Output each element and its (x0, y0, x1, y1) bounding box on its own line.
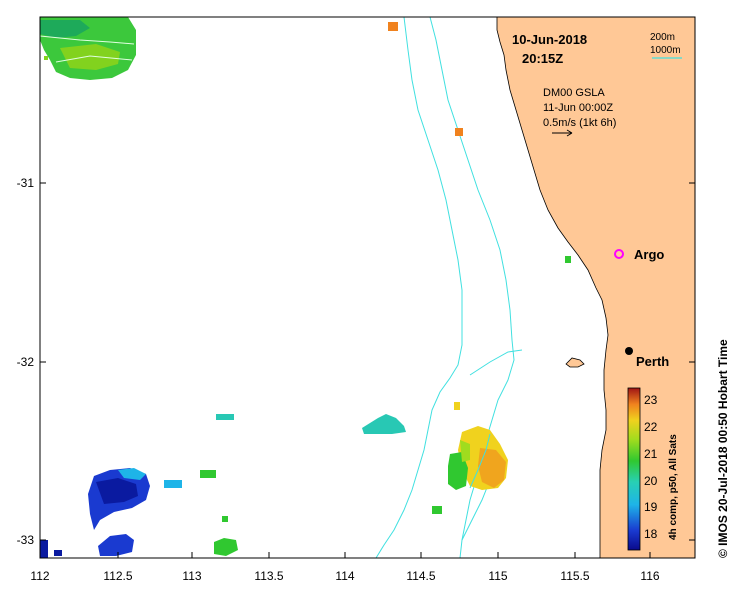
vector-scale-label: 0.5m/s (1kt 6h) (543, 117, 616, 129)
sst-patch-cyan-small (216, 414, 234, 420)
colorbar-ramp (627, 387, 641, 551)
x-axis: 112 112.5 113 113.5 114 114.5 115 115.5 … (30, 552, 660, 583)
place-label-perth: Perth (636, 354, 669, 369)
colorbar-tick: 19 (644, 500, 658, 514)
rottnest-island (565, 357, 585, 368)
x-tick-label: 113 (182, 569, 201, 583)
sst-patch-orange-mid (455, 128, 463, 136)
x-tick-label: 112.5 (103, 569, 132, 583)
y-tick-label: -31 (17, 176, 35, 190)
x-tick-label: 116 (640, 569, 659, 583)
date-label: 10-Jun-2018 (512, 32, 587, 47)
y-tick-label: -32 (17, 355, 35, 369)
x-tick-label: 114 (335, 569, 354, 583)
time-label: 20:15Z (522, 51, 563, 66)
colorbar-tick: 18 (644, 527, 658, 541)
product-label: DM00 GSLA (543, 87, 605, 99)
colorbar-tick: 20 (644, 474, 658, 488)
colorbar-tick: 21 (644, 447, 658, 461)
place-label-argo: Argo (634, 247, 664, 262)
credit-text: © IMOS 20-Jul-2018 00:50 Hobart Time (716, 339, 730, 558)
sst-patch-cold-southwest (40, 468, 150, 558)
contour-1000m (375, 17, 463, 558)
colorbar-tick: 22 (644, 420, 658, 434)
y-axis: -31 -32 -33 (17, 176, 695, 547)
x-tick-label: 115 (488, 569, 507, 583)
sst-patch-northwest (40, 17, 136, 80)
contour-label-200m: 200m (650, 32, 675, 43)
sst-patch-orange-north (388, 22, 398, 31)
land-mass (496, 17, 695, 558)
sst-patch-green-coast (565, 256, 571, 263)
product-time: 11-Jun 00:00Z (543, 102, 613, 114)
sst-patch-green-small (200, 470, 216, 478)
sst-patch-cyan (362, 414, 406, 434)
argo-marker[interactable] (614, 249, 624, 259)
colorbar: 23 22 21 20 19 18 4h comp, p50, All Sats (627, 387, 679, 551)
sst-patch-green-tiny (222, 516, 228, 522)
x-tick-label: 114.5 (406, 569, 435, 583)
x-tick-label: 112 (30, 569, 49, 583)
sst-patch-blue-small (164, 480, 182, 488)
sst-patch-green-bottom (214, 538, 238, 556)
sst-patch-green-south (432, 506, 442, 514)
plot-frame (39, 16, 696, 559)
contour-label-1000m: 1000m (650, 45, 681, 56)
sst-patch-warm-south (448, 402, 508, 490)
perth-marker[interactable] (625, 347, 633, 355)
colorbar-tick: 23 (644, 393, 658, 407)
colorbar-title: 4h comp, p50, All Sats (668, 434, 679, 540)
x-tick-label: 113.5 (254, 569, 283, 583)
x-tick-label: 115.5 (560, 569, 589, 583)
y-tick-label: -33 (17, 533, 35, 547)
